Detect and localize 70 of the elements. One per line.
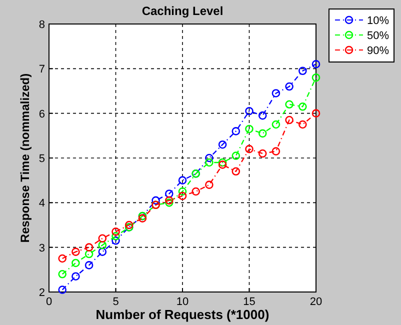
point	[205, 154, 214, 162]
point	[112, 236, 120, 245]
point	[84, 261, 94, 270]
point	[232, 127, 240, 136]
point	[232, 167, 240, 176]
point	[272, 89, 280, 98]
chart-title: Caching Level	[142, 4, 224, 18]
y-tick-label: 8	[38, 19, 45, 31]
x-tick-label: 10	[176, 296, 189, 308]
point	[112, 228, 120, 236]
point	[298, 66, 307, 76]
point	[272, 120, 280, 129]
point	[98, 240, 107, 250]
point	[192, 187, 200, 196]
point	[285, 82, 294, 91]
point	[165, 198, 174, 207]
y-tick-label: 5	[38, 153, 45, 165]
point	[218, 158, 227, 167]
legend-label: 90%	[367, 45, 390, 57]
point	[98, 248, 107, 256]
point	[58, 286, 66, 294]
x-axis-title: Number of Requests (*1000)	[96, 307, 270, 322]
x-tick-label: 5	[112, 296, 119, 308]
point	[72, 272, 80, 281]
y-axis-title: Response Time (nommalized)	[18, 73, 32, 243]
point	[178, 176, 187, 184]
x-tick-label: 0	[46, 296, 52, 308]
legend-label: 10%	[367, 15, 390, 27]
point	[258, 129, 267, 138]
point	[98, 234, 107, 243]
point	[285, 100, 294, 109]
y-tick-label: 4	[38, 198, 45, 210]
point	[205, 158, 214, 167]
point	[245, 106, 254, 116]
point	[245, 144, 254, 154]
point	[258, 111, 267, 120]
point	[84, 243, 94, 252]
point	[124, 220, 134, 230]
point	[178, 192, 187, 200]
point	[218, 160, 227, 169]
point	[245, 124, 254, 134]
point	[165, 190, 174, 198]
point	[178, 187, 187, 196]
point	[272, 147, 280, 156]
point	[312, 60, 320, 68]
x-tick-label: 20	[310, 296, 322, 308]
point	[218, 140, 227, 149]
point	[72, 258, 80, 268]
point	[312, 73, 320, 82]
y-tick-label: 7	[38, 64, 45, 76]
point	[298, 102, 307, 111]
y-tick-label: 6	[38, 108, 45, 120]
x-tick-label: 15	[243, 296, 256, 308]
point	[84, 250, 94, 258]
legend-label: 50%	[367, 30, 390, 42]
point	[312, 109, 320, 118]
point	[298, 120, 307, 129]
point	[58, 270, 66, 278]
y-tick-label: 2	[38, 287, 45, 299]
point	[258, 149, 267, 158]
point	[72, 248, 80, 256]
point	[138, 214, 147, 222]
point	[285, 116, 294, 124]
point	[232, 152, 240, 160]
y-tick-label: 3	[38, 242, 45, 254]
point	[165, 196, 174, 205]
point	[112, 232, 120, 240]
point	[205, 180, 214, 189]
point	[152, 196, 160, 205]
point	[58, 254, 66, 263]
